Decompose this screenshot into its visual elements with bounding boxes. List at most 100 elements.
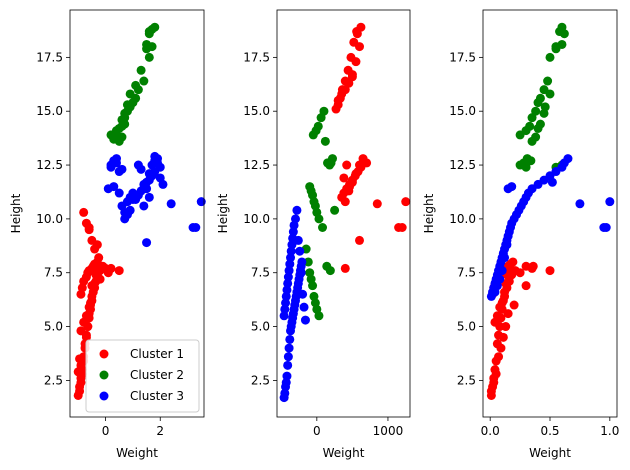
point-cluster-1	[500, 291, 510, 301]
point-cluster-2	[531, 106, 541, 116]
points	[73, 22, 206, 400]
point-cluster-2	[117, 115, 127, 125]
y-axis-label: Height	[216, 193, 230, 233]
x-tick-label: 1000	[373, 424, 404, 438]
point-cluster-1	[351, 169, 361, 179]
point-cluster-3	[155, 162, 165, 172]
point-cluster-1	[401, 197, 411, 207]
x-axis-label: Weight	[323, 446, 365, 460]
point-cluster-2	[545, 52, 555, 62]
y-tick-label: 15.0	[243, 104, 270, 118]
point-cluster-1	[340, 76, 350, 86]
point-cluster-1	[494, 352, 504, 362]
point-cluster-2	[313, 121, 323, 131]
y-tick-label: 12.5	[449, 158, 476, 172]
y-tick-label: 17.5	[449, 50, 476, 64]
point-cluster-2	[318, 223, 328, 232]
x-tick-label: 1.0	[600, 424, 619, 438]
point-cluster-3	[299, 302, 309, 312]
point-cluster-2	[125, 89, 135, 99]
point-cluster-3	[191, 223, 201, 232]
point-cluster-3	[158, 179, 168, 189]
point-cluster-1	[86, 300, 96, 310]
point-cluster-1	[508, 257, 518, 267]
point-cluster-3	[117, 164, 127, 174]
point-cluster-2	[308, 281, 318, 291]
point-cluster-1	[345, 182, 355, 192]
y-axis-label: Height	[422, 193, 436, 233]
point-cluster-3	[133, 190, 143, 200]
point-cluster-1	[340, 263, 350, 273]
point-cluster-2	[330, 205, 340, 215]
panel-3: 2.5 5.0 7.5 10.0 12.5 15.0 17.5 0.0 0.5 1.0 Weight…	[422, 9, 619, 460]
point-cluster-1	[355, 235, 364, 245]
point-cluster-3	[283, 360, 293, 370]
point-cluster-1	[87, 291, 97, 301]
y-tick-label: 7.5	[251, 266, 270, 280]
point-cluster-1	[545, 266, 555, 276]
legend-label: Cluster 1	[130, 347, 184, 361]
x-axis-label: Weight	[529, 446, 571, 460]
point-cluster-1	[342, 160, 352, 170]
point-cluster-1	[331, 104, 341, 114]
point-cluster-1	[95, 274, 105, 284]
point-cluster-3	[196, 197, 206, 207]
point-cluster-1	[83, 322, 93, 332]
point-cluster-3	[298, 289, 308, 299]
point-cluster-3	[139, 184, 149, 194]
axes-frame	[69, 9, 205, 418]
point-cluster-3	[563, 154, 573, 164]
point-cluster-1	[491, 369, 501, 379]
point-cluster-3	[507, 182, 517, 192]
point-cluster-1	[106, 263, 116, 273]
point-cluster-2	[303, 257, 313, 267]
point-cluster-1	[489, 378, 499, 388]
point-cluster-1	[75, 386, 85, 396]
points	[486, 22, 615, 400]
point-cluster-1	[509, 300, 519, 310]
point-cluster-3	[106, 162, 116, 172]
point-cluster-1	[337, 85, 347, 95]
point-cluster-2	[136, 65, 146, 75]
point-cluster-3	[136, 164, 146, 174]
point-cluster-2	[531, 132, 541, 142]
panel-1: 2.5 5.0 7.5 10.0 12.5 15.0 17.5 0 2 Weight Height C…	[9, 9, 206, 460]
point-cluster-1	[498, 332, 508, 342]
y-tick-label: 15.0	[36, 104, 63, 118]
point-cluster-1	[492, 311, 502, 321]
y-tick-label: 2.5	[44, 373, 63, 387]
x-tick-label: 0	[313, 424, 321, 438]
point-cluster-2	[557, 39, 567, 49]
legend: Cluster 1 Cluster 2 Cluster 3	[85, 339, 200, 413]
point-cluster-3	[144, 192, 154, 202]
point-cluster-1	[87, 281, 97, 291]
point-cluster-3	[575, 199, 585, 209]
point-cluster-3	[297, 257, 307, 267]
point-cluster-3	[284, 343, 294, 353]
point-cluster-2	[525, 121, 535, 131]
point-cluster-1	[528, 261, 538, 271]
point-cluster-3	[285, 334, 295, 344]
point-cluster-3	[490, 287, 500, 297]
point-cluster-1	[349, 37, 359, 47]
point-cluster-1	[503, 309, 513, 319]
point-cluster-3	[290, 214, 300, 224]
point-cluster-2	[543, 76, 553, 86]
point-cluster-3	[283, 352, 293, 362]
point-cluster-1	[362, 158, 372, 168]
point-cluster-1	[73, 367, 83, 377]
y-axis-label: Height	[9, 193, 23, 233]
point-cluster-2	[109, 134, 119, 144]
point-cluster-2	[131, 80, 141, 90]
point-cluster-1	[339, 173, 349, 183]
x-tick-label: 2	[156, 424, 164, 438]
x-tick-label: 0.0	[481, 424, 500, 438]
y-tick-label: 10.0	[36, 212, 63, 226]
y-tick-label: 15.0	[449, 104, 476, 118]
legend-marker	[99, 370, 109, 380]
legend-marker	[99, 349, 109, 359]
point-cluster-2	[533, 123, 543, 133]
point-cluster-3	[139, 201, 149, 211]
legend-label: Cluster 2	[130, 368, 184, 382]
